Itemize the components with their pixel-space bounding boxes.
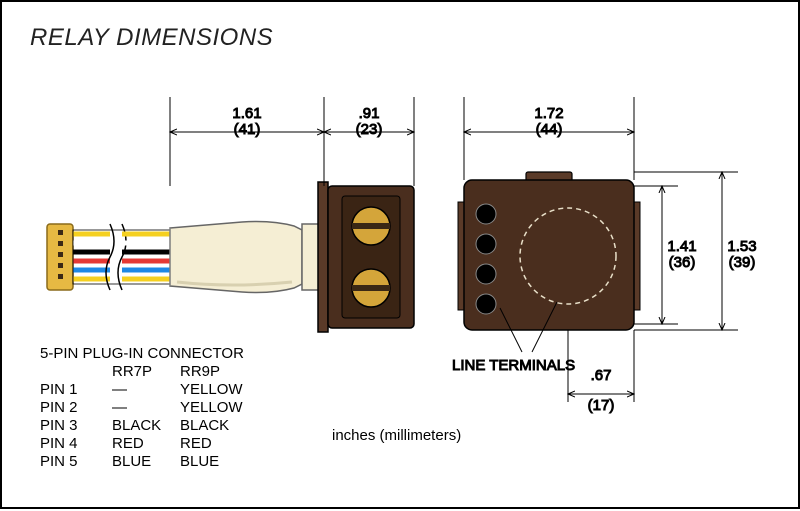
dim-d6-mm: (17) (588, 397, 615, 414)
pin-row-c2: YELLOW (180, 381, 243, 398)
pin-row-c1: RED (112, 435, 144, 452)
pin-row-c1: BLACK (112, 417, 161, 434)
pin-row-label: PIN 4 (40, 435, 78, 452)
dim-d4-in: 1.41 (667, 238, 696, 255)
pin-row-c2: RED (180, 435, 212, 452)
pin-row-c2: BLACK (180, 417, 229, 434)
dim-d3-in: 1.72 (534, 105, 563, 122)
pin-row-label: PIN 2 (40, 399, 78, 416)
pin-col1: RR7P (112, 363, 152, 380)
dim-d1-mm: (41) (234, 121, 261, 138)
pin-hole (58, 230, 63, 235)
diagram-svg: 1.61 (41) .91 (23) 1.72 (44) 1.41 (36) 1… (2, 2, 800, 511)
screw-slot-top (352, 223, 390, 229)
wires-right (122, 234, 170, 279)
pin-col2: RR9P (180, 363, 220, 380)
diagram-frame: RELAY DIMENSIONS (0, 0, 800, 509)
pin-hole (58, 263, 63, 268)
screw-slot-bottom (352, 285, 390, 291)
dim-d5-mm: (39) (729, 254, 756, 271)
dim-d3-mm: (44) (536, 121, 563, 138)
terminal-hole (476, 294, 496, 314)
pin-row-label: PIN 5 (40, 453, 78, 470)
pin-row-c1: — (112, 399, 127, 416)
terminal-hole (476, 234, 496, 254)
terminal-hole (476, 204, 496, 224)
units-label: inches (millimeters) (332, 427, 461, 444)
pin-table: 5-PIN PLUG-IN CONNECTOR RR7P RR9P PIN 1 … (40, 345, 244, 470)
dim-d4-mm: (36) (669, 254, 696, 271)
pin-row-c1: BLUE (112, 453, 151, 470)
dim-d5-in: 1.53 (727, 238, 756, 255)
wires-left (73, 234, 110, 279)
pin-hole (58, 241, 63, 246)
pin-hole (58, 274, 63, 279)
pin-row-c1: — (112, 381, 127, 398)
dim-d2-in: .91 (359, 105, 380, 122)
body-lip (318, 182, 328, 332)
dim-d6-in: .67 (591, 367, 612, 384)
front-view (458, 172, 640, 330)
pin-table-header: 5-PIN PLUG-IN CONNECTOR (40, 345, 244, 362)
pin-hole (58, 252, 63, 257)
line-terminals-label: LINE TERMINALS (452, 357, 575, 374)
side-view (47, 182, 414, 332)
dim-d1-in: 1.61 (232, 105, 261, 122)
dim-d2-mm: (23) (356, 121, 383, 138)
pin-row-label: PIN 1 (40, 381, 78, 398)
pin-row-c2: BLUE (180, 453, 219, 470)
terminal-hole (476, 264, 496, 284)
pin-row-c2: YELLOW (180, 399, 243, 416)
pin-row-label: PIN 3 (40, 417, 78, 434)
